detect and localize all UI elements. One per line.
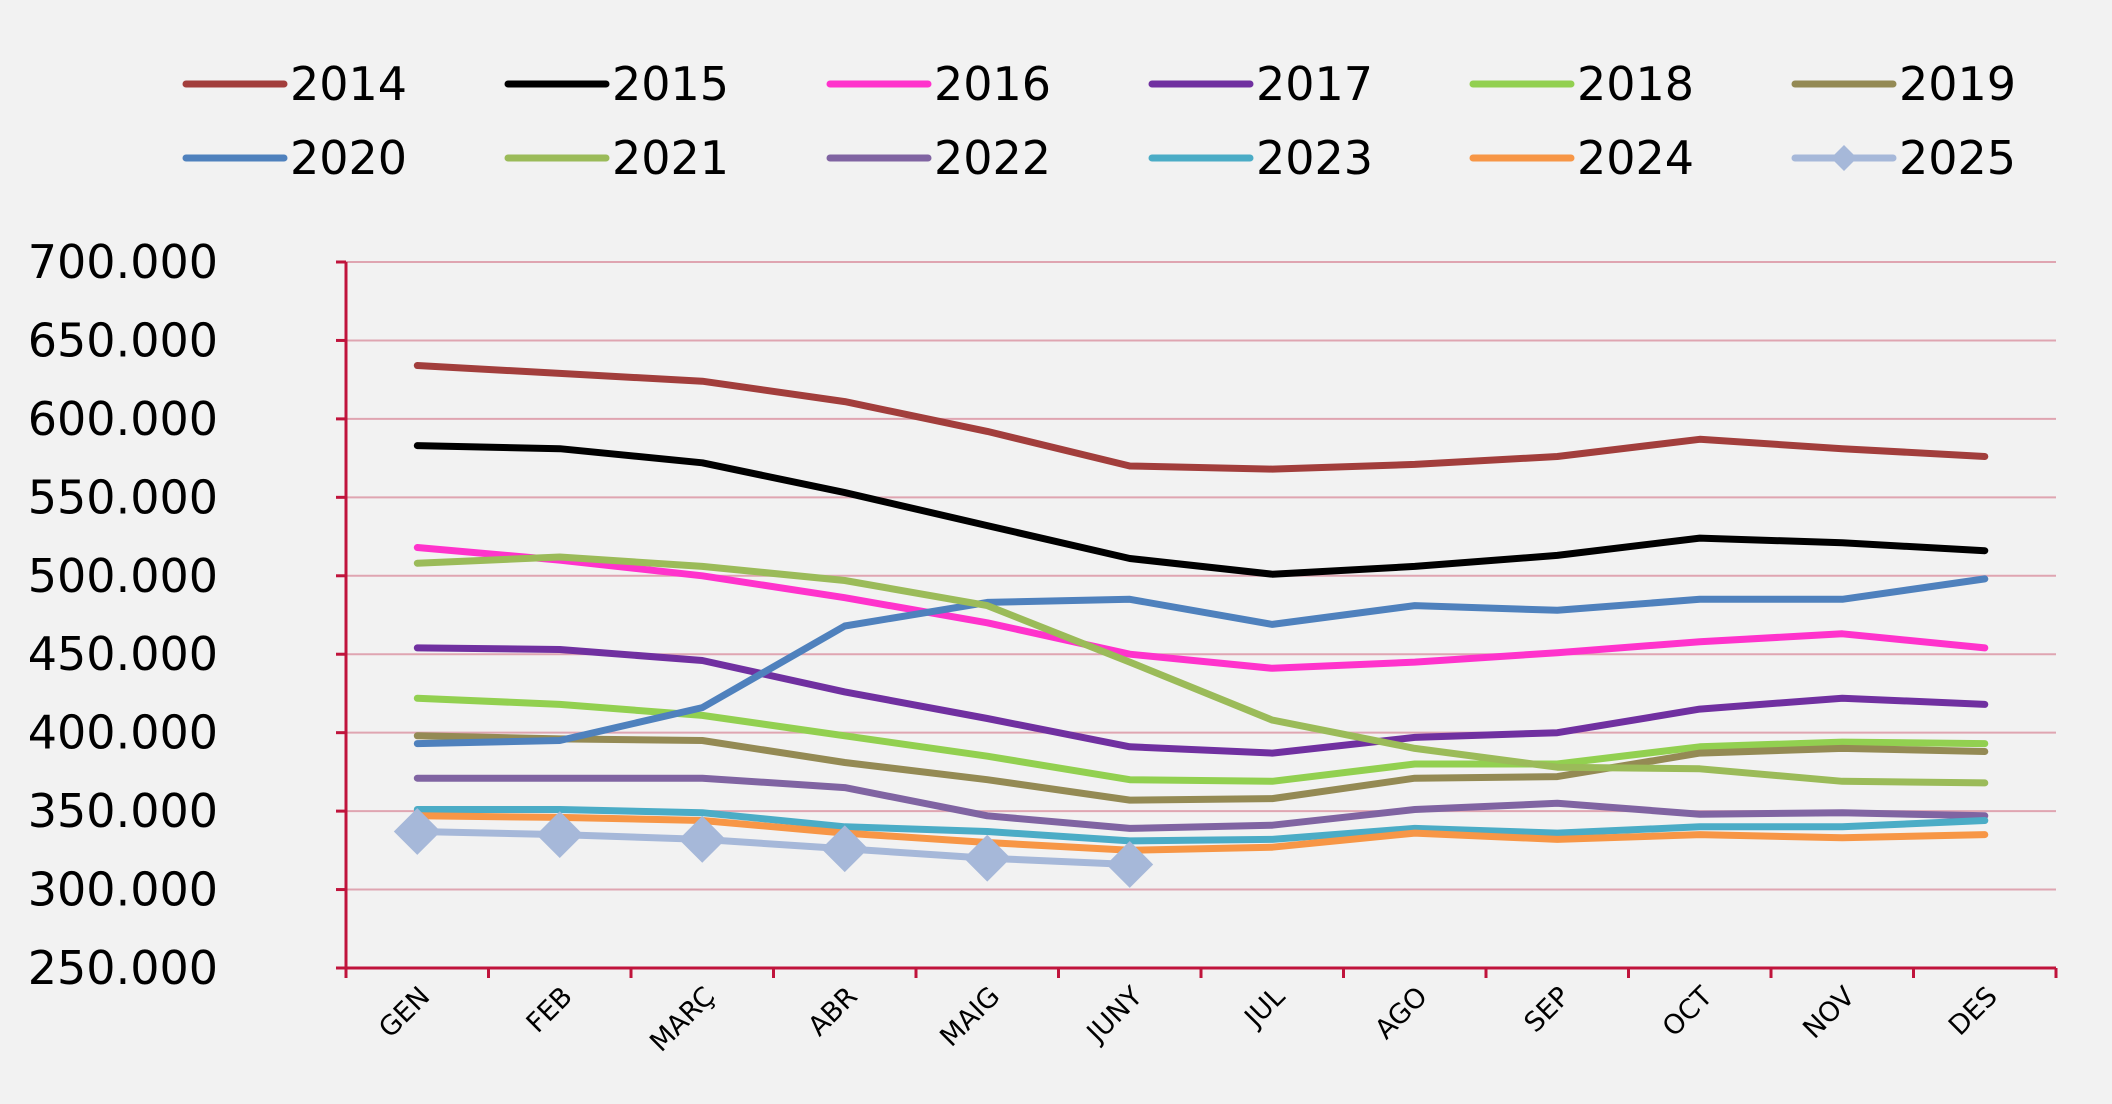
series-line-2024	[413, 812, 1989, 854]
x-tick-label-10: NOV	[1797, 981, 1861, 1045]
x-tick-label-0: GEN	[373, 981, 436, 1044]
series-line-2019	[413, 732, 1989, 804]
series-line-2021	[413, 553, 1989, 787]
series-line-2015	[413, 442, 1989, 578]
x-tick-label-2: MARÇ	[644, 981, 721, 1058]
legend-label-2018: 2018	[1577, 57, 1694, 111]
legend-label-2020: 2020	[290, 131, 407, 185]
legend-label-2016: 2016	[934, 57, 1051, 111]
legend-label-2019: 2019	[1899, 57, 2016, 111]
legend-label-2022: 2022	[934, 131, 1051, 185]
x-tick-label-9: OCT	[1657, 981, 1719, 1043]
y-tick-label-0: 250.000	[28, 941, 218, 995]
data-point-2025-ABR	[821, 825, 869, 873]
data-point-2025-FEB	[536, 811, 584, 859]
legend-marker-2025	[1831, 145, 1857, 171]
x-tick-label-1: FEB	[521, 981, 579, 1039]
data-point-2025-JUNY	[1106, 841, 1154, 888]
y-tick-label-6: 550.000	[28, 470, 218, 524]
legend-label-2014: 2014	[290, 57, 407, 111]
legend-label-2025: 2025	[1899, 131, 2016, 185]
y-tick-label-1: 300.000	[28, 863, 218, 917]
series-line-2020	[413, 575, 1989, 748]
y-tick-label-2: 350.000	[28, 784, 218, 838]
series-line-2025	[413, 828, 1134, 868]
data-point-2025-GEN	[393, 808, 441, 855]
series-line-2022	[413, 774, 1989, 832]
x-tick-label-11: DES	[1943, 981, 2004, 1042]
y-tick-label-5: 500.000	[28, 549, 218, 603]
series-line-2023	[413, 806, 1989, 845]
x-tick-label-4: MAIG	[934, 981, 1006, 1053]
series-line-2017	[413, 644, 1989, 757]
data-point-2025-MARÇ	[678, 815, 726, 863]
data-point-2025-MAIG	[963, 834, 1011, 882]
legend-label-2023: 2023	[1256, 131, 1373, 185]
legend-label-2024: 2024	[1577, 131, 1694, 185]
y-tick-label-8: 650.000	[28, 313, 218, 367]
legend-label-2017: 2017	[1256, 57, 1373, 111]
x-tick-label-8: SEP	[1519, 981, 1577, 1039]
series-line-2014	[413, 362, 1989, 473]
y-tick-label-4: 450.000	[28, 627, 218, 681]
legend-label-2021: 2021	[612, 131, 729, 185]
y-tick-label-7: 600.000	[28, 392, 218, 446]
legend-label-2015: 2015	[612, 57, 729, 111]
y-tick-label-9: 700.000	[28, 235, 218, 289]
x-tick-label-7: AGO	[1369, 981, 1433, 1045]
x-tick-label-3: ABR	[802, 981, 863, 1042]
y-tick-label-3: 400.000	[28, 706, 218, 760]
x-tick-label-6: JUL	[1238, 981, 1292, 1035]
series-line-2016	[413, 544, 1989, 672]
x-tick-label-5: JUNY	[1080, 981, 1149, 1050]
